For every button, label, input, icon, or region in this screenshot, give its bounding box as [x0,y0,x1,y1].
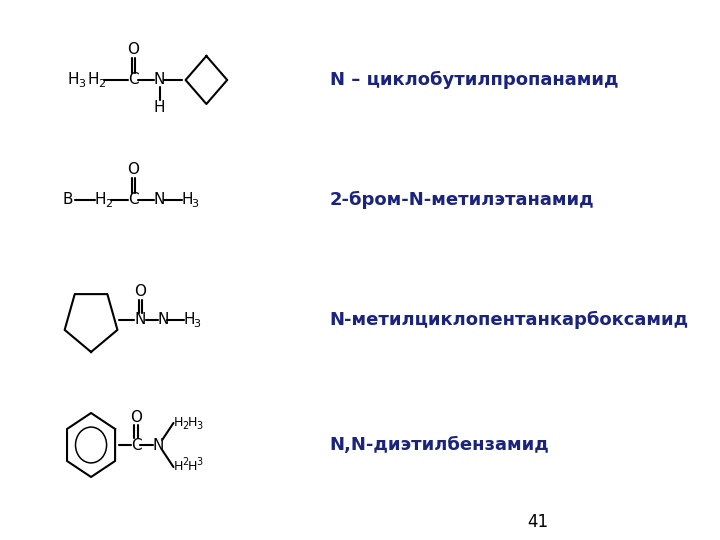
Text: C: C [128,72,139,87]
Text: 3: 3 [194,319,200,329]
Text: 2: 2 [105,199,112,209]
Text: N – циклобутилпропанамид: N – циклобутилпропанамид [330,71,618,89]
Text: 2: 2 [182,457,189,467]
Text: В: В [63,192,73,207]
Text: 3: 3 [192,199,199,209]
Text: Н: Н [88,71,99,86]
Text: 2: 2 [98,79,105,89]
Text: O: O [130,409,142,424]
Text: 3: 3 [78,79,85,89]
Text: N: N [152,437,163,453]
Text: O: O [127,163,140,178]
Text: Н: Н [188,460,197,472]
Text: C: C [131,437,141,453]
Text: Н: Н [174,460,184,472]
Text: N: N [154,72,166,87]
Text: Н: Н [68,71,79,86]
Text: N,N-диэтилбензамид: N,N-диэтилбензамид [330,436,549,454]
Text: Н: Н [181,192,193,206]
Text: N: N [154,192,166,207]
Text: N: N [158,313,168,327]
Text: 41: 41 [527,513,548,531]
Text: N: N [135,313,146,327]
Text: H: H [154,100,166,116]
Text: O: O [127,43,140,57]
Text: N-метилциклопентанкарбоксамид: N-метилциклопентанкарбоксамид [330,311,688,329]
Text: Н: Н [174,415,184,429]
Text: Н: Н [188,415,197,429]
Text: C: C [128,192,139,207]
Text: Н: Н [95,192,107,206]
Text: 2-бром-N-метилэтанамид: 2-бром-N-метилэтанамид [330,191,594,209]
Text: Н: Н [184,312,195,327]
Text: 2: 2 [182,421,189,431]
Text: 3: 3 [197,421,202,431]
Text: O: O [135,285,146,300]
Text: 3: 3 [197,457,202,467]
